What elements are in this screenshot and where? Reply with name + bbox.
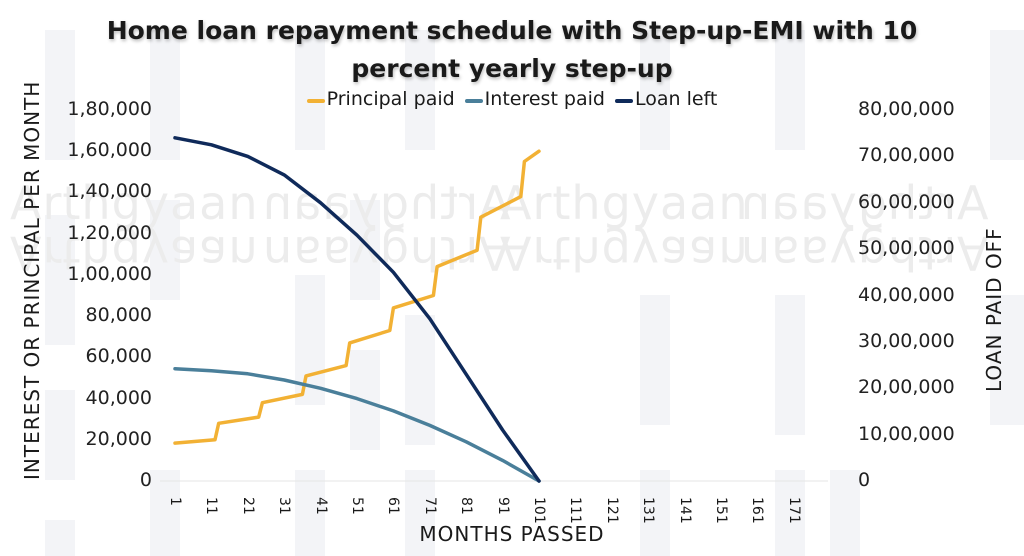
chart-title-line-2: percent yearly step-up bbox=[351, 54, 673, 83]
x-tick: 61 bbox=[385, 497, 402, 515]
left-y-tick: 20,000 bbox=[85, 427, 152, 450]
x-axis-title: MONTHS PASSED bbox=[419, 522, 605, 546]
x-tick: 91 bbox=[494, 497, 511, 515]
left-y-tick: 40,000 bbox=[85, 386, 152, 409]
x-tick: 101 bbox=[531, 497, 547, 524]
legend-item-loan-left: Loan left bbox=[614, 88, 718, 110]
x-tick: 11 bbox=[203, 497, 220, 515]
left-y-tick: 60,000 bbox=[85, 345, 152, 368]
right-y-tick: 50,00,000 bbox=[858, 237, 955, 260]
legend-label: Interest paid bbox=[484, 88, 605, 110]
legend-item-principal: Principal paid bbox=[306, 88, 455, 110]
legend: Principal paid Interest paid Loan left bbox=[0, 88, 1024, 110]
legend-item-interest: Interest paid bbox=[464, 88, 605, 110]
series-line-principal-paid bbox=[173, 149, 541, 445]
x-tick: 71 bbox=[421, 497, 438, 515]
right-y-tick: 80,00,000 bbox=[858, 98, 955, 120]
series-line-interest-paid bbox=[173, 366, 541, 483]
watermark: Arthgyaan bbox=[10, 176, 259, 230]
x-tick: 121 bbox=[603, 497, 620, 524]
x-tick: 171 bbox=[785, 497, 802, 524]
legend-swatch-interest bbox=[464, 99, 483, 103]
left-axis-title: INTEREST OR PRINCIPAL PER MONTH bbox=[20, 80, 44, 480]
right-y-tick: 30,00,000 bbox=[858, 329, 955, 352]
series-line-loan-left bbox=[173, 136, 541, 483]
right-y-tick: 40,00,000 bbox=[858, 283, 955, 306]
x-tick: 81 bbox=[458, 497, 475, 515]
x-tick: 41 bbox=[312, 497, 329, 515]
legend-swatch-principal bbox=[306, 99, 325, 103]
right-y-tick: 60,00,000 bbox=[858, 190, 955, 213]
legend-swatch-loan-left bbox=[614, 99, 633, 103]
x-tick: 1 bbox=[167, 497, 183, 506]
left-y-tick: 80,000 bbox=[85, 304, 152, 327]
x-tick: 21 bbox=[239, 497, 256, 515]
left-y-tick: 1,40,000 bbox=[67, 180, 152, 203]
watermark: Arthgyaan bbox=[500, 176, 749, 230]
x-tick: 31 bbox=[276, 497, 293, 515]
legend-label: Principal paid bbox=[326, 88, 455, 110]
left-y-tick: 1,00,000 bbox=[67, 262, 152, 285]
x-tick: 111 bbox=[567, 497, 584, 524]
left-y-tick: 1,20,000 bbox=[67, 221, 152, 244]
x-tick: 141 bbox=[676, 497, 693, 524]
x-tick: 51 bbox=[349, 497, 365, 515]
x-tick: 161 bbox=[749, 497, 766, 524]
right-y-tick: 0 bbox=[858, 469, 871, 491]
x-tick: 131 bbox=[640, 497, 657, 524]
left-y-tick: 1,60,000 bbox=[67, 139, 152, 162]
right-y-tick: 10,00,000 bbox=[858, 422, 955, 445]
left-y-tick: 0 bbox=[139, 469, 152, 491]
right-y-tick: 70,00,000 bbox=[858, 144, 955, 167]
legend-label: Loan left bbox=[634, 88, 718, 110]
x-tick: 151 bbox=[713, 497, 729, 524]
left-y-tick: 1,80,000 bbox=[67, 98, 152, 120]
right-y-tick: 20,00,000 bbox=[858, 376, 955, 399]
chart-title-line-1: Home loan repayment schedule with Step-u… bbox=[106, 16, 918, 45]
right-axis-title: LOAN PAID OFF bbox=[982, 227, 1006, 392]
